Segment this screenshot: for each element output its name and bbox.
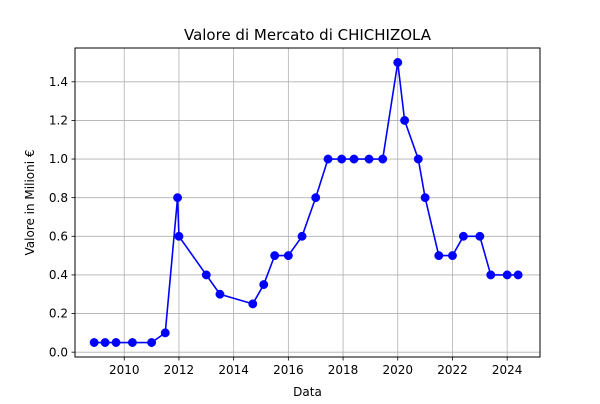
x-axis-ticks: 2010 2012 2014 2016 2018 2020 2022 2024 [109,357,522,377]
data-point [297,231,307,241]
data-point [513,270,523,280]
x-axis-label: Data [293,385,322,399]
data-point [502,270,512,280]
data-point [259,280,269,290]
y-tick-label: 1.4 [49,75,68,89]
data-point [393,58,403,67]
data-point [486,270,496,280]
data-point [127,338,137,347]
chart-title: Valore di Mercato di CHICHIZOLA [184,26,432,44]
data-point [89,338,99,347]
data-point [147,338,157,347]
data-point [173,193,183,203]
data-point [100,338,110,347]
data-point [400,115,410,125]
y-tick-label: 0.4 [49,268,68,282]
data-point [111,338,121,347]
data-point [283,251,293,261]
data-point [434,251,444,261]
x-tick-label: 2012 [164,363,195,377]
x-tick-label: 2020 [382,363,413,377]
data-point [270,251,280,261]
y-tick-label: 1.2 [49,114,68,128]
data-point [378,154,388,164]
data-point [420,193,430,203]
data-point [448,251,457,261]
y-tick-label: 0.0 [49,345,68,359]
data-point [201,270,211,280]
x-tick-label: 2016 [273,363,304,377]
plot-area-frame [74,47,541,358]
y-tick-label: 0.2 [49,307,68,321]
y-tick-label: 0.6 [49,229,68,243]
data-point [413,154,423,164]
data-point [174,231,184,241]
x-tick-label: 2024 [492,363,523,377]
x-tick-label: 2014 [218,363,249,377]
data-point [337,154,347,164]
x-tick-label: 2022 [437,363,468,377]
x-tick-label: 2010 [109,363,140,377]
grid [75,48,540,357]
data-point [475,231,485,241]
data-point [248,299,258,309]
data-point [311,193,321,203]
y-axis-ticks: 0.0 0.2 0.4 0.6 0.8 1.0 1.2 1.4 [49,75,75,359]
y-tick-label: 1.0 [49,152,68,166]
x-tick-label: 2018 [328,363,359,377]
y-tick-label: 0.8 [49,191,68,205]
data-point [215,289,225,299]
series-markers [89,58,523,347]
data-point [349,154,359,164]
data-point [364,154,374,164]
data-point [160,328,170,338]
data-point [458,231,468,241]
y-axis-label: Valore in Milioni € [23,149,37,255]
data-point [323,154,333,164]
